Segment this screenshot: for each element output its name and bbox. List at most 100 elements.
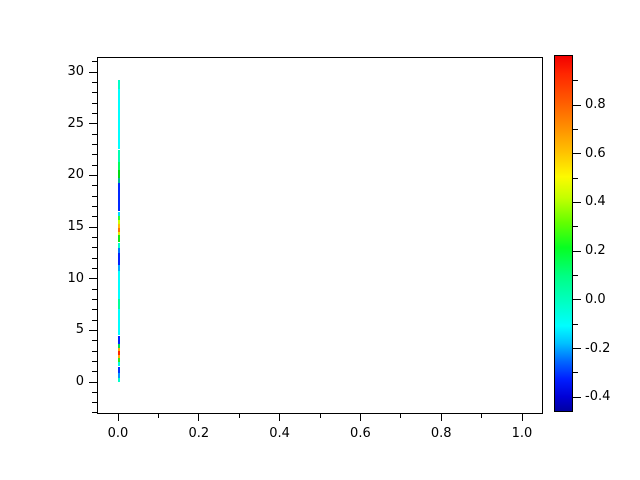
- y-axis-minor-tick: [92, 164, 97, 166]
- colorbar-major-tick: [573, 104, 581, 106]
- y-axis-minor-tick: [92, 133, 97, 135]
- y-axis-minor-tick: [92, 412, 97, 414]
- heat-strip-segment: [117, 299, 120, 309]
- heat-strip-segment: [117, 252, 120, 266]
- heat-strip-segment: [117, 247, 120, 253]
- x-axis-minor-tick: [157, 413, 159, 418]
- heat-strip-segment: [117, 182, 120, 212]
- y-axis-minor-tick: [92, 61, 97, 63]
- heat-strip-segment: [117, 358, 120, 363]
- x-axis-major-tick: [117, 413, 119, 421]
- heat-strip-segment: [117, 80, 120, 89]
- colorbar-minor-tick: [573, 372, 578, 374]
- y-axis-major-tick: [89, 71, 97, 73]
- heat-strip-segment: [117, 347, 120, 351]
- y-axis-minor-tick: [92, 350, 97, 352]
- colorbar-tick-label: 0.0: [585, 291, 606, 307]
- x-axis-minor-tick: [319, 413, 321, 418]
- y-axis-minor-tick: [92, 309, 97, 311]
- x-axis-minor-tick: [238, 413, 240, 418]
- colorbar-major-tick: [573, 201, 581, 203]
- y-axis-tick-label: 0: [75, 374, 84, 389]
- y-axis-tick-label: 30: [67, 64, 84, 79]
- heat-strip-segment: [117, 366, 120, 373]
- heat-strip-segment: [117, 308, 120, 336]
- heat-strip-segment: [117, 223, 120, 229]
- y-axis-minor-tick: [92, 247, 97, 249]
- y-axis-major-tick: [89, 174, 97, 176]
- y-axis-major-tick: [89, 278, 97, 280]
- y-axis-major-tick: [89, 226, 97, 228]
- heat-strip-segment: [117, 170, 120, 179]
- y-axis-minor-tick: [92, 236, 97, 238]
- y-axis-minor-tick: [92, 319, 97, 321]
- x-axis-minor-tick: [400, 413, 402, 418]
- y-axis-minor-tick: [92, 205, 97, 207]
- y-axis-tick-label: 10: [67, 270, 84, 286]
- colorbar-major-tick: [573, 153, 581, 155]
- heat-strip-segment: [117, 242, 120, 248]
- x-axis-tick-label: 0.0: [107, 426, 129, 441]
- heat-strip-segment: [117, 232, 120, 236]
- y-axis-minor-tick: [92, 288, 97, 290]
- x-axis-tick-label: 1.0: [511, 426, 533, 441]
- colorbar-major-tick: [573, 348, 581, 349]
- y-axis-minor-tick: [92, 216, 97, 218]
- x-axis-major-tick: [521, 413, 523, 421]
- y-axis-minor-tick: [92, 391, 97, 393]
- colorbar-tick-label: -0.4: [585, 389, 611, 405]
- y-axis-major-tick: [89, 329, 97, 331]
- x-axis-major-tick: [359, 413, 361, 421]
- heat-strip-segment: [117, 149, 120, 162]
- y-axis-minor-tick: [92, 154, 97, 156]
- heat-strip-segment: [117, 343, 120, 348]
- heat-strip-segment: [117, 271, 120, 300]
- heat-strip-segment: [117, 219, 120, 224]
- x-axis-tick-label: 0.6: [350, 426, 371, 441]
- heat-strip-segment: [117, 377, 120, 382]
- y-axis-tick-label: 20: [67, 167, 84, 183]
- colorbar-major-tick: [573, 250, 581, 252]
- heat-strip-segment: [117, 265, 120, 272]
- colorbar-tick-label: -0.2: [585, 340, 611, 356]
- y-axis-minor-tick: [92, 360, 97, 362]
- heat-strip-segment: [117, 372, 120, 378]
- x-axis-minor-tick: [481, 413, 483, 418]
- y-axis-tick-label: 5: [75, 322, 84, 338]
- y-axis-minor-tick: [92, 267, 97, 269]
- heat-strip-segment: [117, 335, 120, 344]
- plot-frame: [97, 57, 543, 414]
- heat-strip-segment: [117, 161, 120, 171]
- heat-strip-segment: [117, 228, 120, 233]
- heat-strip-segment: [117, 362, 120, 367]
- colorbar-tick-label: 0.2: [585, 243, 606, 259]
- heat-strip-segment: [117, 211, 120, 216]
- heat-strip-segment: [117, 351, 120, 356]
- colorbar-minor-tick: [573, 177, 578, 179]
- y-axis-minor-tick: [92, 402, 97, 404]
- y-axis-minor-tick: [92, 195, 97, 197]
- x-axis-major-tick: [440, 413, 442, 421]
- heat-strip-segment: [117, 355, 120, 359]
- colorbar-major-tick: [573, 396, 581, 398]
- colorbar-tick-label: 0.8: [585, 97, 606, 112]
- y-axis-major-tick: [89, 123, 97, 125]
- x-axis-tick-label: 0.4: [269, 426, 290, 441]
- y-axis-tick-label: 15: [67, 219, 84, 234]
- colorbar-minor-tick: [573, 323, 578, 325]
- heat-strip-segment: [117, 88, 120, 150]
- y-axis-minor-tick: [92, 81, 97, 83]
- x-axis-tick-label: 0.2: [188, 426, 210, 441]
- y-axis-minor-tick: [92, 185, 97, 187]
- x-axis-tick-label: 0.8: [430, 426, 452, 441]
- colorbar-gradient: [554, 55, 573, 412]
- y-axis-tick-label: 25: [67, 115, 84, 131]
- y-axis-minor-tick: [92, 340, 97, 342]
- y-axis-minor-tick: [92, 371, 97, 373]
- colorbar-minor-tick: [573, 128, 578, 130]
- y-axis-major-tick: [89, 381, 97, 383]
- y-axis-minor-tick: [92, 102, 97, 104]
- y-axis-minor-tick: [92, 298, 97, 300]
- heat-strip-segment: [117, 235, 120, 243]
